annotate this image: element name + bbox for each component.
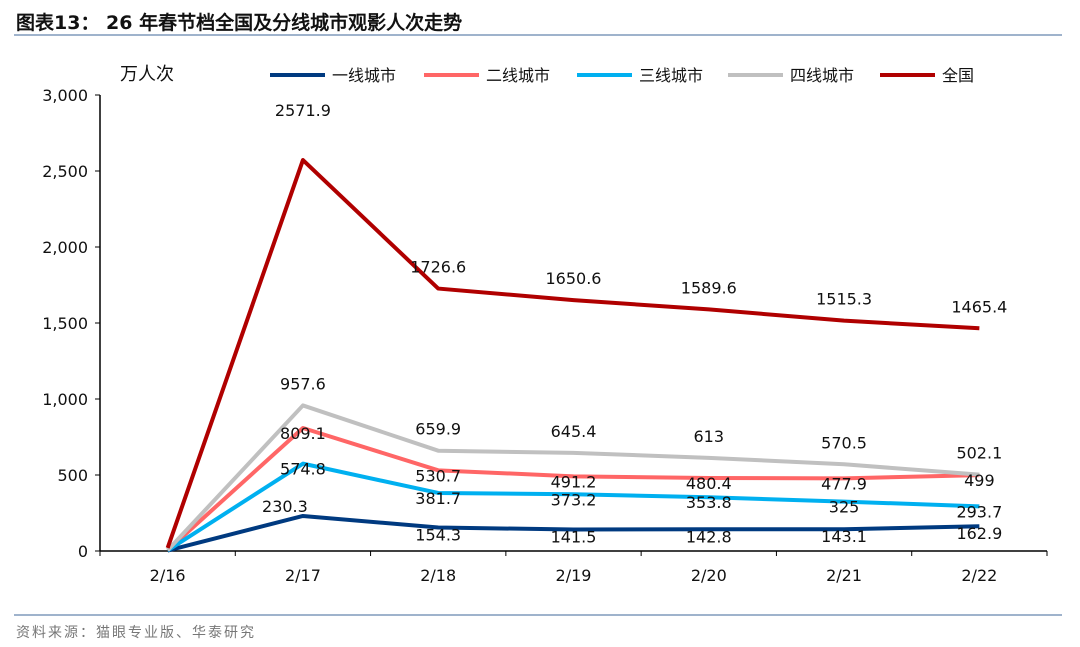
legend-label: 二线城市 [486,66,550,85]
legend-label: 全国 [942,66,974,85]
data-label: 659.9 [415,420,461,439]
source-note: 资料来源：猫眼专业版、华泰研究 [16,625,256,641]
title-divider [14,34,1062,36]
data-label: 491.2 [551,472,597,491]
data-label: 373.2 [551,490,597,509]
x-tick-label: 2/20 [691,566,727,585]
data-label: 957.6 [280,374,326,393]
data-label: 477.9 [821,474,867,493]
x-tick-label: 2/22 [961,566,997,585]
data-label: 480.4 [686,474,732,493]
data-label: 502.1 [956,444,1002,463]
y-tick-label: 500 [57,466,88,485]
data-label: 1515.3 [816,290,872,309]
data-label: 230.3 [262,497,308,516]
data-label: 162.9 [956,524,1002,543]
data-label: 499 [964,471,995,490]
data-label: 2571.9 [275,101,331,120]
data-label: 570.5 [821,433,867,452]
chart-title: 图表13： 26 年春节档全国及分线城市观影人次走势 [16,12,463,34]
data-label: 353.8 [686,493,732,512]
data-label: 381.7 [415,489,461,508]
x-tick-label: 2/17 [285,566,321,585]
data-label: 143.1 [821,527,867,546]
data-label: 645.4 [551,422,597,441]
legend-label: 四线城市 [790,66,854,85]
data-label: 1650.6 [546,269,602,288]
x-tick-label: 2/16 [150,566,186,585]
x-tick-label: 2/21 [826,566,862,585]
data-label: 530.7 [415,466,461,485]
data-label: 809.1 [280,424,326,443]
y-tick-label: 0 [78,542,88,561]
y-tick-label: 1,000 [42,390,88,409]
y-tick-label: 1,500 [42,314,88,333]
legend-label: 三线城市 [639,66,703,85]
footer-divider [14,614,1062,616]
data-label: 325 [829,498,860,517]
x-tick-label: 2/19 [556,566,592,585]
data-label: 613 [694,427,725,446]
y-tick-label: 2,500 [42,162,88,181]
y-tick-label: 3,000 [42,86,88,105]
data-label: 574.8 [280,460,326,479]
data-label: 142.8 [686,527,732,546]
data-label: 1589.6 [681,278,737,297]
x-tick-label: 2/18 [420,566,456,585]
legend-label: 一线城市 [332,66,396,85]
data-label: 1726.6 [410,258,466,277]
data-label: 293.7 [956,502,1002,521]
data-label: 1465.4 [951,297,1007,316]
y-axis-unit: 万人次 [120,64,174,85]
y-tick-label: 2,000 [42,238,88,257]
data-label: 154.3 [415,526,461,545]
data-label: 141.5 [551,527,597,546]
